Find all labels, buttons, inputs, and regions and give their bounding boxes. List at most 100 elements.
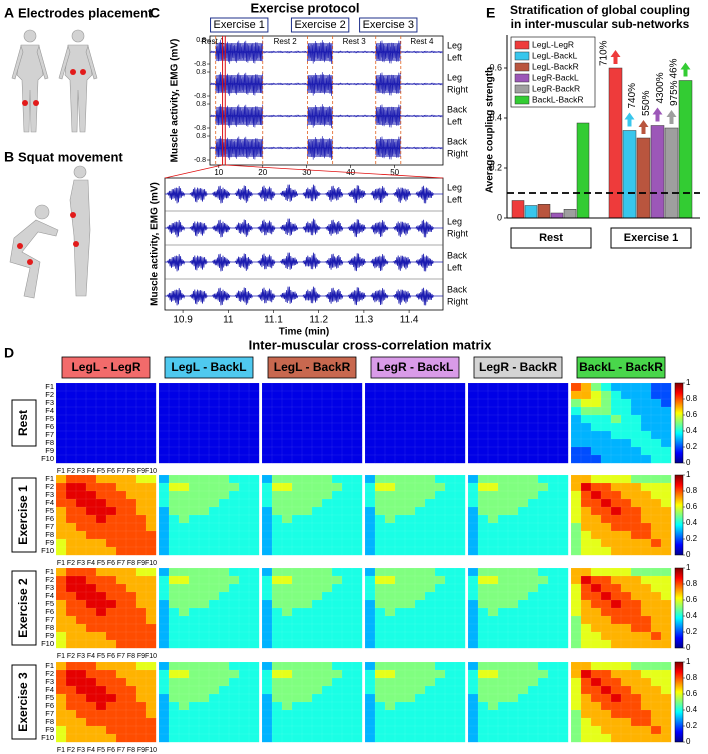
feature-label: F8 xyxy=(127,653,135,660)
heatmap-cell xyxy=(570,685,582,695)
heatmap-cell xyxy=(85,709,97,719)
heatmap-cell xyxy=(75,701,87,711)
heatmap-cell xyxy=(537,430,549,440)
heatmap-cell xyxy=(228,583,240,593)
heatmap-cell xyxy=(178,607,190,617)
heatmap-cell xyxy=(660,538,672,548)
heatmap-cell xyxy=(168,490,180,500)
heatmap-cell xyxy=(404,422,416,432)
heatmap-cell xyxy=(454,446,466,456)
heatmap-cell xyxy=(218,607,230,617)
heatmap-cell xyxy=(105,717,117,727)
exercise-box xyxy=(290,17,350,33)
heatmap-cell xyxy=(281,514,293,524)
heatmap-cell xyxy=(271,607,283,617)
heatmap-cell xyxy=(331,506,343,516)
heatmap-cell xyxy=(384,591,396,601)
heatmap-cell xyxy=(650,446,662,456)
emg-cycle xyxy=(302,184,321,202)
heatmap-cell xyxy=(105,623,117,633)
heatmap-cell xyxy=(198,390,210,400)
emg-cycle xyxy=(415,219,434,238)
heatmap-cell xyxy=(404,709,416,719)
heatmap-cell xyxy=(145,591,157,601)
heatmap-cell xyxy=(248,498,260,508)
figure-head xyxy=(34,204,50,220)
heatmap-cell xyxy=(198,733,210,743)
channel-label: Leg xyxy=(447,216,462,226)
heatmap-cell xyxy=(557,406,569,416)
heatmap-cell xyxy=(261,398,273,408)
heatmap-cell xyxy=(115,414,127,424)
heatmap-cell xyxy=(271,567,283,577)
heatmap-cell xyxy=(444,583,456,593)
heatmap-cell xyxy=(85,390,97,400)
heatmap-cell xyxy=(444,709,456,719)
heatmap-cell xyxy=(424,498,436,508)
heatmap-cell xyxy=(660,430,672,440)
feature-label: F8 xyxy=(45,530,54,539)
heatmap-cell xyxy=(444,631,456,641)
channel-label: Left xyxy=(447,194,463,204)
heatmap-cell xyxy=(95,514,107,524)
heatmap-cell xyxy=(570,599,582,609)
heatmap-cell xyxy=(75,583,87,593)
heatmap-cell xyxy=(75,438,87,448)
heatmap-cell xyxy=(557,538,569,548)
heatmap-cell xyxy=(444,717,456,727)
heatmap-cell xyxy=(55,430,67,440)
heatmap-cell xyxy=(640,575,652,585)
heatmap-cell xyxy=(547,382,559,392)
heatmap-cell xyxy=(610,530,622,540)
heatmap-cell xyxy=(65,546,77,556)
heatmap-cell xyxy=(188,454,200,464)
heatmap-cell xyxy=(281,607,293,617)
heatmap-cell xyxy=(467,639,479,649)
heatmap-cell xyxy=(95,639,107,649)
heatmap-cell xyxy=(454,701,466,711)
heatmap-cell xyxy=(590,693,602,703)
heatmap-cell xyxy=(580,446,592,456)
heatmap-cell xyxy=(261,506,273,516)
heatmap-cell xyxy=(95,575,107,585)
feature-label: F10 xyxy=(145,747,157,754)
heatmap-cell xyxy=(311,639,323,649)
y-tick-label: 0.8 xyxy=(196,69,206,76)
heatmap-cell xyxy=(95,498,107,508)
heatmap-cell xyxy=(311,677,323,687)
heatmap-cell xyxy=(55,677,67,687)
heatmap-cell xyxy=(85,623,97,633)
heatmap-cell xyxy=(414,615,426,625)
heatmap-cell xyxy=(454,623,466,633)
heatmap-cell xyxy=(477,498,489,508)
heatmap-cell xyxy=(115,733,127,743)
heatmap-cell xyxy=(341,546,353,556)
heatmap-cell xyxy=(537,701,549,711)
heatmap-cell xyxy=(610,701,622,711)
heatmap-cell xyxy=(271,639,283,649)
heatmap-cell xyxy=(115,607,127,617)
heatmap-cell xyxy=(454,583,466,593)
heatmap-cell xyxy=(424,661,436,671)
heatmap-cell xyxy=(640,607,652,617)
heatmap-cell xyxy=(394,717,406,727)
heatmap-cell xyxy=(351,583,363,593)
heatmap-cell xyxy=(660,623,672,633)
heatmap-cell xyxy=(85,693,97,703)
heatmap-cell xyxy=(188,506,200,516)
heatmap-cell xyxy=(434,522,446,532)
heatmap-cell xyxy=(178,546,190,556)
heatmap-cell xyxy=(590,506,602,516)
heatmap-cell xyxy=(477,474,489,484)
heatmap-cell xyxy=(238,599,250,609)
condition-box xyxy=(11,399,37,447)
heatmap-cell xyxy=(321,677,333,687)
heatmap-cell xyxy=(384,615,396,625)
heatmap-cell xyxy=(364,583,376,593)
heatmap-cell xyxy=(188,498,200,508)
heatmap-cell xyxy=(487,575,499,585)
heatmap-cell xyxy=(65,639,77,649)
heatmap-cell xyxy=(650,506,662,516)
heatmap-cell xyxy=(145,693,157,703)
heatmap-cell xyxy=(85,717,97,727)
